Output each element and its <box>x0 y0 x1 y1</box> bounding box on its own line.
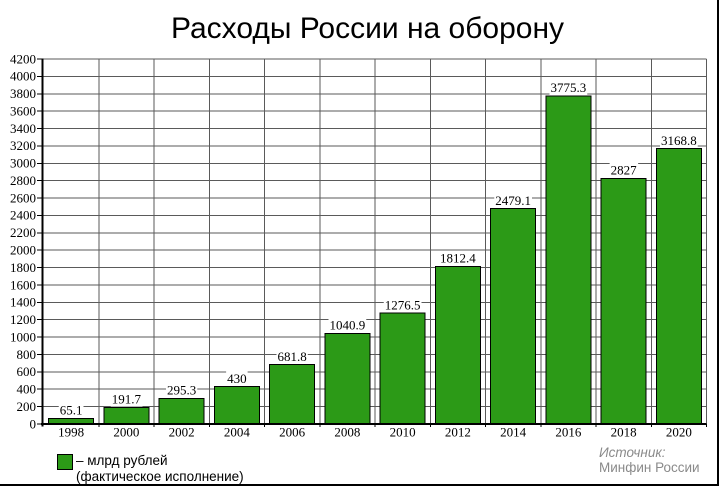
x-tick-label: 1998 <box>58 425 84 440</box>
y-tick-label: 2800 <box>10 173 36 188</box>
legend-label: – млрд рублей (фактическое исполнение) <box>76 453 244 484</box>
y-tick-label: 3200 <box>10 138 36 153</box>
x-tick-label: 2008 <box>334 425 360 440</box>
y-tick-label: 0 <box>30 416 37 431</box>
source-label: Источник: <box>599 445 666 460</box>
bar-value-label-bg <box>383 297 422 313</box>
bar-value-label-bg <box>110 391 143 407</box>
y-tick-label: 600 <box>17 364 37 379</box>
bar <box>600 177 647 425</box>
y-tick-label: 1400 <box>10 295 36 310</box>
y-tick-label: 1000 <box>10 329 36 344</box>
bar <box>490 208 537 425</box>
bar <box>103 406 150 425</box>
x-tick-label: 2020 <box>666 425 692 440</box>
frame-border-right <box>717 0 719 486</box>
bar <box>158 397 205 425</box>
x-tick-label: 2010 <box>390 425 416 440</box>
y-tick-label: 400 <box>17 382 37 397</box>
x-tick-label: 2004 <box>224 425 251 440</box>
bar <box>655 148 702 425</box>
y-tick-label: 800 <box>17 347 37 362</box>
y-tick-label: 4200 <box>10 51 36 66</box>
x-tick-label: 2002 <box>169 425 195 440</box>
y-tick-label: 3400 <box>10 121 36 136</box>
bar <box>324 333 371 425</box>
y-tick-label: 4000 <box>10 69 36 84</box>
x-tick-label: 2000 <box>113 425 139 440</box>
y-tick-label: 2200 <box>10 225 36 240</box>
bar-value-label-bg <box>328 317 367 333</box>
bar <box>545 95 592 425</box>
y-tick-label: 200 <box>17 399 37 414</box>
legend-line-2: (фактическое исполнение) <box>76 468 244 484</box>
y-tick-label: 2000 <box>10 242 36 257</box>
x-tick-label: 2006 <box>279 425 306 440</box>
legend: – млрд рублей (фактическое исполнение) <box>57 453 244 484</box>
legend-line-1: – млрд рублей <box>76 453 168 468</box>
bar-value-label: 681.8 <box>278 349 307 364</box>
bar-value-label: 2827 <box>611 163 638 178</box>
y-tick-label: 1600 <box>10 277 36 292</box>
bar-value-label: 430 <box>227 371 247 386</box>
bar-value-label: 1276.5 <box>385 297 421 312</box>
bar-value-label-bg <box>494 192 532 208</box>
bar-value-label: 3168.8 <box>661 133 697 148</box>
bar <box>269 364 316 425</box>
bar-value-label-bg <box>166 382 198 398</box>
bar-value-label: 65.1 <box>60 403 83 418</box>
bar-value-label-bg <box>439 250 478 266</box>
y-tick-label: 2400 <box>10 208 36 223</box>
x-tick-label: 2012 <box>445 425 471 440</box>
bar-value-label: 1040.9 <box>330 318 366 333</box>
bar-value-label-bg <box>276 348 308 364</box>
y-tick-label: 1200 <box>10 312 36 327</box>
y-tick-label: 2600 <box>10 190 36 205</box>
bar-value-label-bg <box>609 162 639 178</box>
y-tick-label: 3000 <box>10 156 36 171</box>
frame-border-bottom <box>0 484 719 486</box>
x-tick-label: 2016 <box>555 425 582 440</box>
source-value: Минфин России <box>599 460 700 475</box>
bar-value-label: 191.7 <box>112 392 142 407</box>
y-tick-label: 1800 <box>10 260 36 275</box>
bar <box>434 265 481 425</box>
bar-value-label: 1812.4 <box>440 251 476 266</box>
y-tick-label: 3800 <box>10 86 36 101</box>
x-tick-label: 2018 <box>611 425 637 440</box>
chart-title: Расходы России на оборону <box>170 12 565 45</box>
x-tick-label: 2014 <box>500 425 527 440</box>
source-note: Источник: Минфин России <box>599 445 700 475</box>
bar <box>379 312 426 425</box>
y-tick-label: 3600 <box>10 103 36 118</box>
bar-value-label-bg <box>226 370 248 386</box>
bar-value-label-bg <box>549 80 588 96</box>
bar-value-label: 295.3 <box>167 383 196 398</box>
bar <box>213 386 260 425</box>
bar-value-label-bg <box>58 402 84 418</box>
legend-color-swatch <box>57 454 73 470</box>
bar-value-label: 3775.3 <box>551 80 587 95</box>
bar-value-label-bg <box>660 132 698 148</box>
bar-value-label: 2479.1 <box>495 193 531 208</box>
